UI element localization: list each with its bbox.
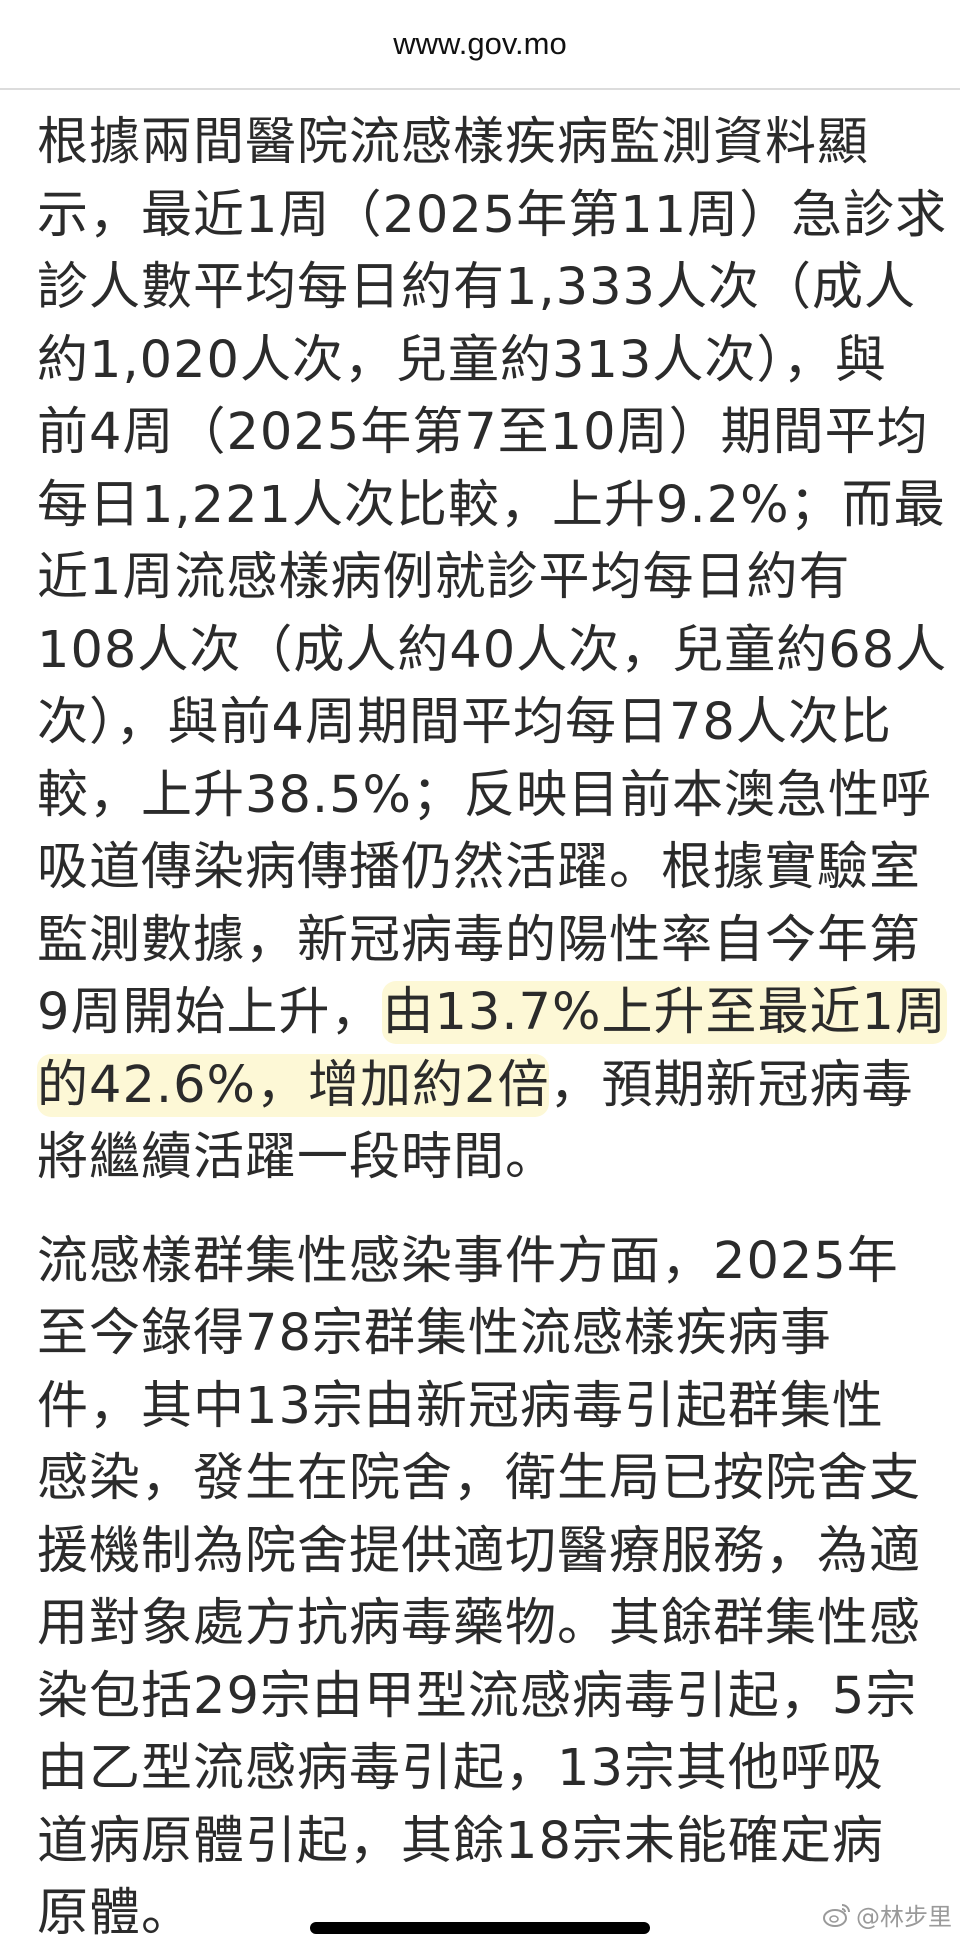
watermark-text: @林步里 bbox=[856, 1903, 952, 1931]
text-segment: 較，上升38.5%；反映目前本澳急性呼 bbox=[37, 765, 933, 825]
text-segment: 示，最近1周（2025年第11周）急診求 bbox=[37, 185, 948, 245]
text-segment: 由乙型流感病毒引起，13宗其他呼吸 bbox=[37, 1739, 884, 1798]
text-segment: 援機制為院舍提供適切醫療服務，為適 bbox=[37, 1521, 922, 1581]
text-line: 的42.6%，增加約2倍，預期新冠病毒 bbox=[37, 1050, 937, 1123]
weibo-icon bbox=[823, 1903, 850, 1927]
text-line: 將繼續活躍一段時間。 bbox=[37, 1122, 937, 1195]
url-text: www.gov.mo bbox=[393, 26, 567, 61]
text-segment: 每日1,221人次比較，上升9.2%；而最 bbox=[37, 475, 946, 535]
text-line: 原體。 bbox=[37, 1878, 937, 1951]
text-segment: 至今錄得78宗群集性流感樣疾病事 bbox=[37, 1304, 832, 1363]
text-segment: 吸道傳染病傳播仍然活躍。根據實驗室 bbox=[37, 838, 922, 897]
text-line: 件，其中13宗由新冠病毒引起群集性 bbox=[37, 1371, 937, 1444]
text-segment: 用對象處方抗病毒藥物。其餘群集性感 bbox=[37, 1594, 922, 1653]
text-line: 感染，發生在院舍，衛生局已按院舍支 bbox=[37, 1443, 937, 1516]
text-segment: 約1,020人次，兒童約313人次），與 bbox=[37, 330, 887, 390]
text-line: 流感樣群集性感染事件方面，2025年 bbox=[37, 1226, 937, 1299]
text-line: 吸道傳染病傳播仍然活躍。根據實驗室 bbox=[37, 832, 937, 905]
text-segment: 9周開始上升， bbox=[37, 983, 383, 1042]
text-line: 診人數平均每日約有1,333人次（成人 bbox=[37, 252, 937, 325]
text-segment: 根據兩間醫院流感樣疾病監測資料顯 bbox=[37, 113, 870, 172]
text-line: 道病原體引起，其餘18宗未能確定病 bbox=[37, 1806, 937, 1879]
text-line: 染包括29宗由甲型流感病毒引起，5宗 bbox=[37, 1661, 937, 1734]
home-indicator[interactable] bbox=[310, 1922, 650, 1934]
text-line: 較，上升38.5%；反映目前本澳急性呼 bbox=[37, 760, 937, 833]
text-line: 監測數據，新冠病毒的陽性率自今年第 bbox=[37, 905, 937, 978]
paragraph: 流感樣群集性感染事件方面，2025年 至今錄得78宗群集性流感樣疾病事 件，其中13… bbox=[37, 1226, 937, 1951]
text-line: 援機制為院舍提供適切醫療服務，為適 bbox=[37, 1516, 937, 1589]
text-line: 次），與前4周期間平均每日78人次比 bbox=[37, 687, 937, 760]
text-segment: 診人數平均每日約有1,333人次（成人 bbox=[37, 258, 917, 317]
text-line: 108人次（成人約40人次，兒童約68人 bbox=[37, 615, 946, 688]
text-line: 示，最近1周（2025年第11周）急診求 bbox=[37, 180, 946, 253]
text-line: 用對象處方抗病毒藥物。其餘群集性感 bbox=[37, 1588, 937, 1661]
text-segment: 近1周流感樣病例就診平均每日約有 bbox=[37, 548, 851, 607]
text-segment: 監測數據，新冠病毒的陽性率自今年第 bbox=[37, 910, 922, 970]
paragraph: 根據兩間醫院流感樣疾病監測資料顯示，最近1周（2025年第11周）急診求 診人數平… bbox=[37, 107, 947, 1195]
text-line: 由乙型流感病毒引起，13宗其他呼吸 bbox=[37, 1733, 937, 1806]
text-segment: 前4周（2025年第7至10周）期間平均 bbox=[37, 403, 929, 462]
text-segment: ，預期新冠病毒 bbox=[549, 1055, 914, 1115]
text-line: 至今錄得78宗群集性流感樣疾病事 bbox=[37, 1298, 937, 1371]
text-line: 每日1,221人次比較，上升9.2%；而最 bbox=[37, 470, 945, 543]
highlighted-text: 由13.7%上升至最近1周 bbox=[382, 981, 947, 1044]
text-line: 根據兩間醫院流感樣疾病監測資料顯 bbox=[37, 107, 937, 180]
address-bar[interactable]: www.gov.mo bbox=[0, 0, 960, 90]
text-segment: 原體。 bbox=[37, 1884, 194, 1943]
text-line: 近1周流感樣病例就診平均每日約有 bbox=[37, 542, 937, 615]
text-line: 前4周（2025年第7至10周）期間平均 bbox=[37, 397, 937, 470]
text-line: 9周開始上升，由13.7%上升至最近1周 bbox=[37, 977, 947, 1050]
text-line: 約1,020人次，兒童約313人次），與 bbox=[37, 325, 937, 398]
text-segment: 將繼續活躍一段時間。 bbox=[37, 1128, 558, 1187]
article-body: 根據兩間醫院流感樣疾病監測資料顯示，最近1周（2025年第11周）急診求 診人數平… bbox=[37, 107, 947, 1951]
text-segment: 次），與前4周期間平均每日78人次比 bbox=[37, 693, 892, 752]
highlighted-text: 的42.6%，增加約2倍 bbox=[37, 1053, 550, 1117]
watermark: @林步里 bbox=[822, 1897, 952, 1932]
text-segment: 108人次（成人約40人次，兒童約68人 bbox=[37, 620, 948, 680]
text-segment: 感染，發生在院舍，衛生局已按院舍支 bbox=[37, 1449, 922, 1508]
text-segment: 流感樣群集性感染事件方面，2025年 bbox=[37, 1231, 899, 1291]
text-segment: 道病原體引起，其餘18宗未能確定病 bbox=[37, 1811, 884, 1871]
text-segment: 件，其中13宗由新冠病毒引起群集性 bbox=[37, 1376, 884, 1436]
text-segment: 染包括29宗由甲型流感病毒引起，5宗 bbox=[37, 1666, 918, 1726]
